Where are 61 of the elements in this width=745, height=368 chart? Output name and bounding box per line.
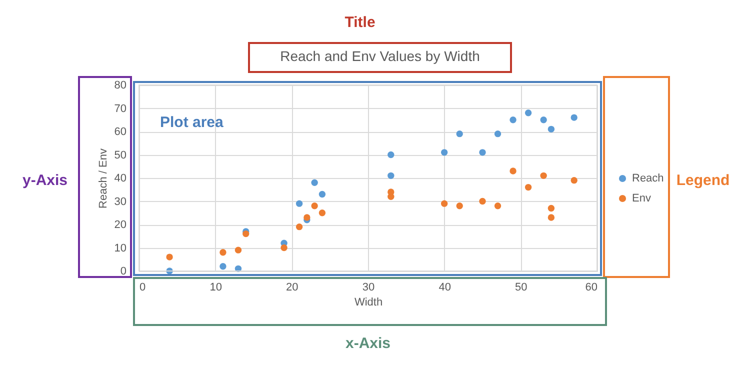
point xyxy=(540,116,547,124)
y-tick-label: 70 xyxy=(114,102,126,115)
point xyxy=(296,223,303,230)
x-tick-label: 0 xyxy=(140,282,146,294)
x-tick-label: 30 xyxy=(362,282,375,294)
point xyxy=(524,184,532,191)
point xyxy=(280,244,288,252)
point xyxy=(318,210,326,216)
y-tick-label: 60 xyxy=(114,126,126,138)
point xyxy=(548,204,555,212)
point xyxy=(388,151,394,158)
y-tick-label: 0 xyxy=(120,266,126,278)
text: Legend xyxy=(676,172,730,189)
y-tick-label: 80 xyxy=(114,80,126,92)
point xyxy=(166,254,173,260)
text: x-Axis xyxy=(345,335,391,352)
point xyxy=(440,149,448,156)
point xyxy=(479,198,486,205)
point xyxy=(304,214,310,221)
x-tick-label: 20 xyxy=(286,282,298,294)
point xyxy=(296,200,303,207)
point xyxy=(570,114,578,121)
point xyxy=(311,202,318,210)
y-tick-label: 20 xyxy=(114,219,126,231)
point xyxy=(234,246,242,254)
point xyxy=(494,202,502,210)
y-axis-title: Reach / Env xyxy=(97,148,110,208)
point xyxy=(494,130,502,138)
x-tick-label: 50 xyxy=(515,282,528,294)
x-axis-title: Width xyxy=(354,296,383,308)
text: Title xyxy=(344,14,376,31)
legend-label: Env xyxy=(632,192,652,204)
point xyxy=(388,193,394,200)
point xyxy=(570,176,578,184)
point xyxy=(220,249,226,256)
x-tick-label: 40 xyxy=(438,282,451,294)
point xyxy=(456,202,463,210)
point xyxy=(311,179,318,186)
y-tick-label: 30 xyxy=(114,196,126,208)
point xyxy=(524,110,532,116)
point xyxy=(510,168,516,174)
legend-label: Reach xyxy=(632,172,664,184)
point xyxy=(540,172,547,180)
point xyxy=(242,230,250,238)
annotation: Plot area xyxy=(160,114,224,131)
chart-title: Reach and Env Values by Width xyxy=(280,48,480,64)
x-tick-label: 60 xyxy=(585,282,598,294)
text: y-Axis xyxy=(22,172,68,189)
point xyxy=(440,200,448,207)
point xyxy=(388,172,394,180)
y-tick-label: 40 xyxy=(114,172,126,184)
point xyxy=(220,263,226,270)
x-tick-label: 10 xyxy=(210,282,222,294)
point xyxy=(510,116,516,124)
point xyxy=(479,149,486,156)
point xyxy=(456,130,463,138)
y-tick-label: 10 xyxy=(114,242,126,254)
y-tick-label: 50 xyxy=(114,149,126,162)
point xyxy=(318,190,326,198)
point xyxy=(548,214,555,221)
point xyxy=(548,126,555,133)
